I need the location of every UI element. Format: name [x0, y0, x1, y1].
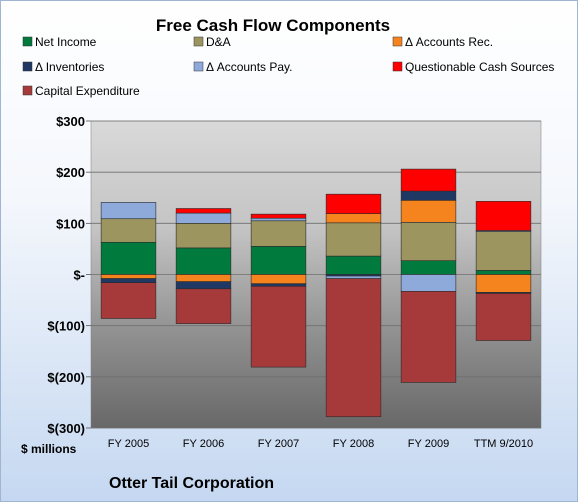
bar-segment-1-4 [175, 212, 232, 224]
bar-segment-0-0 [100, 241, 157, 275]
y-tick-label-1: $200 [56, 165, 85, 180]
legend-label-1: D&A [206, 35, 231, 49]
x-category-label-3: FY 2008 [333, 438, 374, 450]
legend-label-6: Capital Expenditure [35, 84, 140, 98]
bar-segment-4-3 [400, 190, 457, 201]
legend-label-0: Net Income [35, 35, 97, 49]
bar-segment-3-2 [325, 213, 382, 224]
x-category-label-5: TTM 9/2010 [474, 438, 533, 450]
bar-segment-0-2 [100, 274, 157, 279]
legend-swatch-3 [22, 61, 33, 72]
y-axis-unit-label: $ millions [21, 442, 77, 456]
gridlines [86, 120, 541, 429]
legend-label-5: Questionable Cash Sources [405, 60, 554, 74]
bar-segment-4-4 [400, 274, 457, 292]
legend-swatch-0 [22, 36, 33, 47]
y-tick-label-6: $(300) [47, 421, 85, 436]
legend-swatch-4 [193, 61, 204, 72]
bar-segment-2-1 [250, 220, 307, 247]
bar-segment-2-6 [250, 285, 307, 368]
bar-segment-1-0 [175, 247, 232, 275]
company-name-footer: Otter Tail Corporation [109, 475, 274, 492]
bar-segment-4-2 [400, 200, 457, 223]
legend-label-4: Δ Accounts Pay. [206, 60, 293, 74]
bar-segment-0-4 [100, 202, 157, 220]
legend: Net Income D&A Δ Accounts Rec. Δ Inventorie… [22, 35, 554, 98]
bar-segment-2-4 [250, 217, 307, 222]
bar-segment-1-6 [175, 288, 232, 324]
bar-segment-0-3 [100, 278, 157, 283]
legend-swatch-5 [392, 61, 403, 72]
y-tick-label-2: $100 [56, 216, 85, 231]
bar-segment-4-6 [400, 291, 457, 383]
legend-swatch-6 [22, 85, 33, 96]
chart-title: Free Cash Flow Components [156, 16, 390, 35]
bar-segment-4-5 [400, 168, 457, 192]
y-axis-ticks: $300 $200 $100 $- $(100) $(200) $(300) [47, 114, 85, 436]
legend-label-3: Δ Inventories [35, 60, 104, 74]
legend-swatch-2 [392, 36, 403, 47]
bar-segment-1-2 [175, 274, 232, 282]
bar-segment-5-1 [475, 231, 532, 271]
bar-segment-3-5 [325, 193, 382, 214]
bar-segment-2-3 [250, 283, 307, 287]
y-tick-label-0: $300 [56, 114, 85, 129]
bar-segment-4-1 [400, 222, 457, 261]
bar-segment-3-0 [325, 255, 382, 275]
bar-segment-0-6 [100, 282, 157, 319]
bar-segment-1-1 [175, 223, 232, 249]
bar-segment-5-2 [475, 274, 532, 293]
bar-segment-3-4 [325, 275, 382, 279]
y-tick-label-3: $- [73, 268, 85, 283]
y-tick-label-4: $(100) [47, 319, 85, 334]
bar-segment-3-6 [325, 278, 382, 418]
bar-segment-0-1 [100, 218, 157, 243]
bars-group [100, 168, 532, 418]
bar-segment-1-3 [175, 281, 232, 290]
bar-segment-4-0 [400, 260, 457, 275]
x-category-label-4: FY 2009 [408, 438, 449, 450]
x-category-label-2: FY 2007 [258, 438, 299, 450]
x-category-label-0: FY 2005 [108, 438, 149, 450]
bar-segment-1-5 [175, 208, 232, 214]
bar-segment-2-0 [250, 246, 307, 275]
bar-segment-3-1 [325, 222, 382, 257]
legend-swatch-1 [193, 36, 204, 47]
bar-segment-5-0 [475, 270, 532, 275]
bar-segment-5-6 [475, 293, 532, 341]
x-axis-categories: FY 2005 FY 2006 FY 2007 FY 2008 FY 2009 TTM 9… [108, 438, 533, 450]
bar-segment-5-5 [475, 201, 532, 231]
bar-segment-2-5 [250, 213, 307, 219]
bar-segment-2-2 [250, 274, 307, 285]
y-tick-label-5: $(200) [47, 370, 85, 385]
legend-label-2: Δ Accounts Rec. [405, 35, 493, 49]
x-category-label-1: FY 2006 [183, 438, 224, 450]
